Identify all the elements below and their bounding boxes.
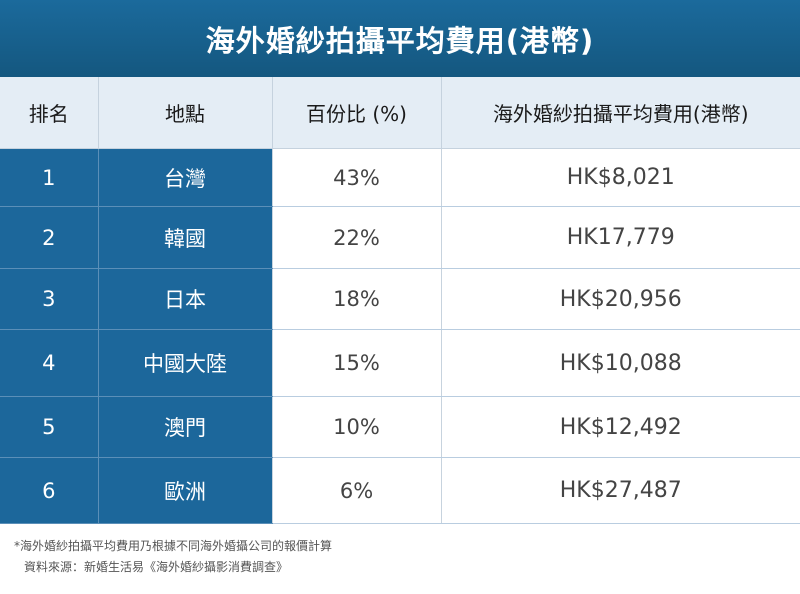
percent-cell: 15%: [271, 329, 441, 397]
rank-cell: 3: [0, 268, 98, 330]
rank-cell: 6: [0, 457, 98, 524]
column-header-cost: 海外婚紗拍攝平均費用(港幣): [440, 77, 800, 149]
percent-cell: 43%: [271, 148, 441, 207]
page-title: 海外婚紗拍攝平均費用(港幣): [205, 23, 595, 58]
table-row: 3 日本 18% HK$20,956: [0, 268, 800, 330]
percent-cell: 22%: [271, 206, 441, 269]
rank-cell: 4: [0, 329, 98, 397]
column-header-location: 地點: [97, 77, 272, 149]
rank-cell: 1: [0, 148, 98, 207]
cost-table: 排名 地點 百份比 (%) 海外婚紗拍攝平均費用(港幣) 1 台灣 43% HK…: [0, 77, 800, 524]
cost-cell: HK$10,088: [440, 329, 800, 397]
table-header-row: 排名 地點 百份比 (%) 海外婚紗拍攝平均費用(港幣): [0, 77, 800, 149]
cost-cell: HK$12,492: [440, 396, 800, 458]
percent-cell: 6%: [271, 457, 441, 524]
title-bar: 海外婚紗拍攝平均費用(港幣): [0, 0, 800, 77]
location-cell: 中國大陸: [97, 329, 272, 397]
table-row: 4 中國大陸 15% HK$10,088: [0, 329, 800, 397]
table-row: 6 歐洲 6% HK$27,487: [0, 457, 800, 524]
cost-cell: HK17,779: [440, 206, 800, 269]
footnote: *海外婚紗拍攝平均費用乃根據不同海外婚攝公司的報價計算: [14, 539, 333, 553]
cost-cell: HK$8,021: [440, 148, 800, 207]
source-note: 資料來源：新婚生活易《海外婚紗攝影消費調查》: [24, 560, 289, 574]
location-cell: 韓國: [97, 206, 272, 269]
cost-cell: HK$20,956: [440, 268, 800, 330]
column-header-rank: 排名: [0, 77, 98, 149]
rank-cell: 5: [0, 396, 98, 458]
rank-cell: 2: [0, 206, 98, 269]
column-header-percent: 百份比 (%): [271, 77, 441, 149]
location-cell: 歐洲: [97, 457, 272, 524]
location-cell: 台灣: [97, 148, 272, 207]
table-row: 2 韓國 22% HK17,779: [0, 206, 800, 269]
table-row: 1 台灣 43% HK$8,021: [0, 148, 800, 207]
table-row: 5 澳門 10% HK$12,492: [0, 396, 800, 458]
location-cell: 澳門: [97, 396, 272, 458]
cost-cell: HK$27,487: [440, 457, 800, 524]
notes: *海外婚紗拍攝平均費用乃根據不同海外婚攝公司的報價計算 資料來源：新婚生活易《海…: [14, 536, 332, 578]
percent-cell: 10%: [271, 396, 441, 458]
percent-cell: 18%: [271, 268, 441, 330]
location-cell: 日本: [97, 268, 272, 330]
